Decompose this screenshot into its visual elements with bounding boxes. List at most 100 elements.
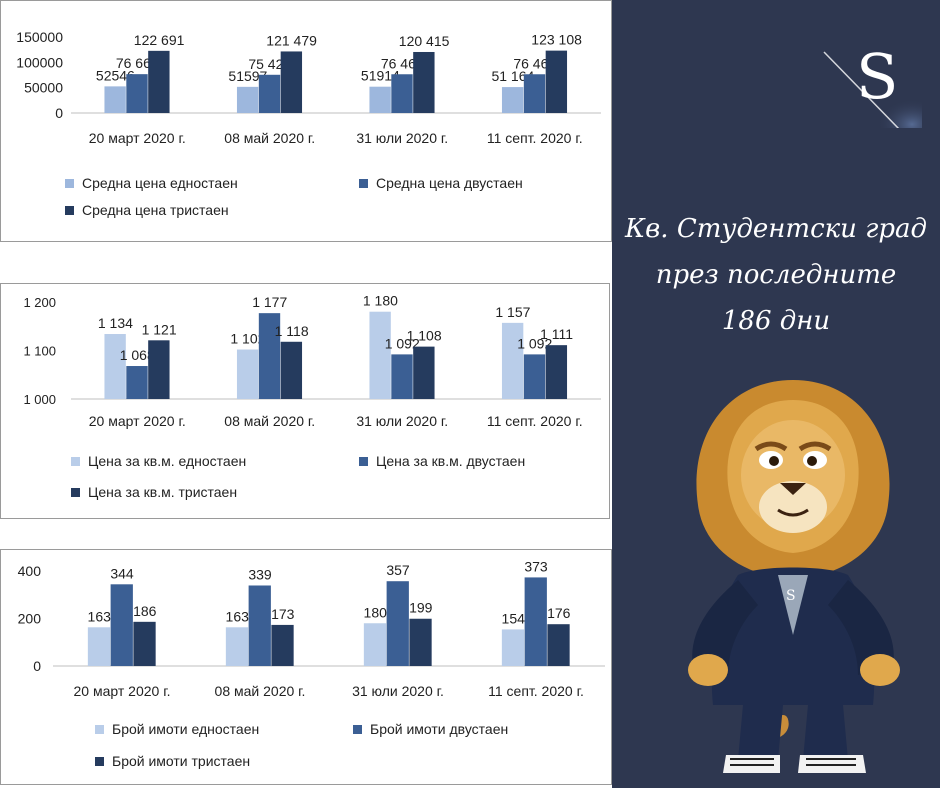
data-label: 51 164 (491, 68, 534, 84)
bar (523, 74, 546, 113)
bar (391, 354, 413, 399)
bar (258, 313, 281, 399)
svg-text:S: S (786, 588, 796, 604)
bar (280, 51, 303, 113)
chart-property-count: 0 200 400 163 344 186 20 март 2020 г. 163 339 173… (18, 558, 605, 699)
x-tick-label: 11 септ. 2020 г. (487, 130, 583, 146)
logo-letter: S (856, 40, 898, 113)
x-tick-label: 31 юли 2020 г. (352, 683, 444, 699)
x-tick-label: 08 май 2020 г. (224, 413, 315, 429)
bar (523, 354, 546, 399)
bar (126, 74, 148, 113)
data-label: 339 (248, 566, 272, 582)
brand-logo-icon: S (823, 40, 922, 128)
data-label: 357 (386, 562, 410, 578)
bar (386, 581, 409, 666)
y-tick-label: 200 (18, 611, 42, 627)
data-label: 154 (502, 610, 526, 626)
chart-price-per-sqm: 1 000 1 100 1 200 1 134 1 068 1 121 20 март 20… (23, 293, 601, 429)
sidebar: S Кв. Студентски град през последните 18… (612, 0, 940, 788)
data-label: 1 157 (495, 304, 530, 320)
bar (87, 627, 111, 666)
y-tick-label: 50000 (24, 80, 63, 96)
bar (104, 86, 126, 113)
data-label: 1 092 (517, 335, 552, 351)
data-label: 199 (409, 600, 433, 616)
bar (248, 585, 271, 666)
data-label: 344 (110, 565, 134, 581)
y-tick-label: 100000 (16, 54, 63, 70)
bar (148, 340, 170, 399)
chart-panel-property-count: 0 200 400 163 344 186 20 март 2020 г. 163 339 173… (0, 549, 612, 785)
sidebar-title: Кв. Студентски град през последните 186 … (612, 206, 940, 344)
data-label: 76 466 (513, 55, 556, 71)
x-tick-label: 31 юли 2020 г. (356, 413, 448, 429)
data-label: 76 468 (381, 55, 424, 71)
data-label: 1 102 (230, 331, 265, 347)
data-label: 1 134 (98, 315, 133, 331)
bar (148, 50, 170, 113)
bar (271, 624, 294, 666)
y-tick-label: 1 200 (23, 295, 56, 310)
title-line: Кв. Студентски град (625, 214, 927, 244)
x-tick-label: 11 септ. 2020 г. (487, 413, 583, 429)
y-tick-label: 0 (55, 105, 63, 121)
data-label: 121 479 (266, 32, 317, 48)
data-label: 52546 (96, 67, 135, 83)
data-label: 120 415 (399, 33, 450, 49)
data-label: 1 108 (407, 328, 442, 344)
bar (545, 345, 568, 399)
y-tick-label: 1 100 (23, 344, 56, 359)
data-label: 180 (364, 604, 388, 620)
bar (501, 629, 525, 666)
bar (110, 584, 133, 666)
bar (258, 74, 281, 113)
bar (225, 627, 249, 666)
bar (391, 74, 413, 113)
bar (413, 346, 435, 399)
chart-panel-price-per-sqm: 1 000 1 100 1 200 1 134 1 068 1 121 20 март 20… (0, 283, 610, 519)
data-label: 373 (524, 558, 548, 574)
data-label: 1 177 (252, 294, 287, 310)
data-label: 1 092 (385, 335, 420, 351)
x-tick-label: 08 май 2020 г. (224, 130, 315, 146)
bar (280, 341, 303, 399)
bar (501, 322, 524, 399)
bar (524, 577, 547, 666)
data-label: 76 662 (116, 55, 159, 71)
data-label: 1 111 (540, 326, 573, 342)
x-tick-label: 20 март 2020 г. (89, 413, 186, 429)
data-label: 123 108 (531, 32, 582, 48)
bar (126, 366, 148, 399)
y-tick-label: 400 (18, 563, 42, 579)
title-line: през последните (655, 260, 897, 290)
bar (413, 51, 435, 113)
bar (104, 334, 126, 399)
chart-panel-average-price: 0 50000 100000 150000 52546 76 662 122 691 20 м… (0, 0, 612, 242)
data-label: 1 068 (120, 347, 155, 363)
bar (236, 86, 259, 113)
data-label: 1 118 (275, 323, 309, 339)
data-label: 1 180 (363, 293, 398, 309)
x-tick-label: 11 септ. 2020 г. (488, 683, 584, 699)
bar (369, 311, 391, 399)
y-tick-label: 150000 (16, 29, 63, 45)
data-label: 122 691 (134, 32, 185, 48)
bar (133, 621, 156, 666)
bar (547, 624, 570, 666)
data-label: 163 (226, 608, 250, 624)
y-tick-label: 1 000 (23, 392, 56, 407)
lion-mascot-icon: S (688, 380, 900, 773)
x-tick-label: 08 май 2020 г. (215, 683, 306, 699)
data-label: 173 (271, 606, 295, 622)
data-label: 75 424 (248, 56, 291, 72)
data-label: 176 (547, 605, 571, 621)
data-label: 186 (133, 603, 157, 619)
bar (236, 349, 259, 399)
x-tick-label: 20 март 2020 г. (89, 130, 186, 146)
data-label: 163 (88, 608, 112, 624)
x-tick-label: 31 юли 2020 г. (356, 130, 448, 146)
y-tick-label: 0 (33, 658, 41, 674)
x-tick-label: 20 март 2020 г. (74, 683, 171, 699)
